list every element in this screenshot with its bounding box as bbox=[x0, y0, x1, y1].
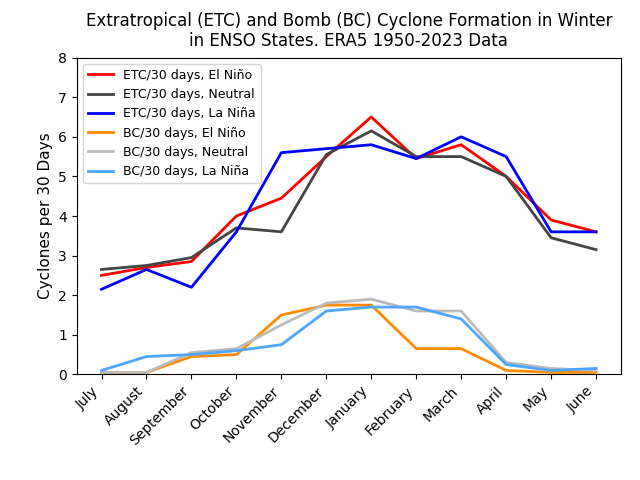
BC/30 days, El Niño bbox=[98, 370, 106, 375]
ETC/30 days, Neutral bbox=[188, 255, 195, 261]
ETC/30 days, Neutral bbox=[323, 152, 330, 157]
Line: BC/30 days, El Niño: BC/30 days, El Niño bbox=[102, 305, 596, 372]
ETC/30 days, Neutral bbox=[278, 229, 285, 235]
ETC/30 days, Neutral bbox=[367, 128, 375, 134]
ETC/30 days, Neutral bbox=[592, 247, 600, 252]
Line: BC/30 days, Neutral: BC/30 days, Neutral bbox=[102, 299, 596, 372]
BC/30 days, Neutral bbox=[458, 308, 465, 314]
ETC/30 days, La Niña bbox=[458, 134, 465, 140]
ETC/30 days, El Niño bbox=[278, 195, 285, 201]
ETC/30 days, La Niña bbox=[412, 156, 420, 161]
BC/30 days, La Niña bbox=[323, 308, 330, 314]
ETC/30 days, Neutral bbox=[143, 263, 150, 268]
ETC/30 days, El Niño bbox=[412, 156, 420, 161]
ETC/30 days, Neutral bbox=[412, 154, 420, 159]
BC/30 days, El Niño bbox=[458, 346, 465, 351]
ETC/30 days, El Niño bbox=[367, 114, 375, 120]
BC/30 days, La Niña bbox=[502, 361, 510, 367]
ETC/30 days, El Niño bbox=[188, 259, 195, 264]
ETC/30 days, La Niña bbox=[592, 229, 600, 235]
BC/30 days, El Niño bbox=[412, 346, 420, 351]
ETC/30 days, La Niña bbox=[188, 284, 195, 290]
BC/30 days, Neutral bbox=[502, 360, 510, 365]
ETC/30 days, Neutral bbox=[547, 235, 555, 240]
BC/30 days, La Niña bbox=[188, 352, 195, 358]
ETC/30 days, El Niño bbox=[323, 154, 330, 159]
BC/30 days, La Niña bbox=[367, 304, 375, 310]
Y-axis label: Cyclones per 30 Days: Cyclones per 30 Days bbox=[38, 132, 52, 300]
BC/30 days, Neutral bbox=[367, 296, 375, 302]
BC/30 days, La Niña bbox=[547, 368, 555, 373]
ETC/30 days, El Niño bbox=[143, 264, 150, 270]
BC/30 days, Neutral bbox=[547, 366, 555, 372]
BC/30 days, El Niño bbox=[592, 370, 600, 375]
ETC/30 days, Neutral bbox=[502, 174, 510, 180]
ETC/30 days, La Niña bbox=[278, 150, 285, 156]
ETC/30 days, La Niña bbox=[547, 229, 555, 235]
BC/30 days, La Niña bbox=[592, 366, 600, 372]
BC/30 days, La Niña bbox=[232, 348, 240, 353]
BC/30 days, La Niña bbox=[143, 354, 150, 360]
Line: ETC/30 days, El Niño: ETC/30 days, El Niño bbox=[102, 117, 596, 276]
BC/30 days, Neutral bbox=[278, 322, 285, 328]
BC/30 days, El Niño bbox=[367, 302, 375, 308]
BC/30 days, El Niño bbox=[278, 312, 285, 318]
ETC/30 days, El Niño bbox=[547, 217, 555, 223]
ETC/30 days, Neutral bbox=[232, 225, 240, 231]
BC/30 days, El Niño bbox=[323, 302, 330, 308]
BC/30 days, El Niño bbox=[188, 354, 195, 360]
Legend: ETC/30 days, El Niño, ETC/30 days, Neutral, ETC/30 days, La Niña, BC/30 days, El: ETC/30 days, El Niño, ETC/30 days, Neutr… bbox=[83, 64, 260, 183]
BC/30 days, El Niño bbox=[502, 368, 510, 373]
ETC/30 days, La Niña bbox=[367, 142, 375, 148]
BC/30 days, Neutral bbox=[232, 346, 240, 351]
BC/30 days, El Niño bbox=[143, 370, 150, 375]
ETC/30 days, Neutral bbox=[458, 154, 465, 159]
ETC/30 days, Neutral bbox=[98, 266, 106, 272]
BC/30 days, El Niño bbox=[232, 352, 240, 358]
BC/30 days, Neutral bbox=[143, 370, 150, 375]
ETC/30 days, El Niño bbox=[502, 174, 510, 180]
BC/30 days, El Niño bbox=[547, 370, 555, 375]
BC/30 days, La Niña bbox=[98, 368, 106, 373]
Line: ETC/30 days, Neutral: ETC/30 days, Neutral bbox=[102, 131, 596, 269]
ETC/30 days, El Niño bbox=[232, 213, 240, 219]
ETC/30 days, El Niño bbox=[98, 273, 106, 278]
BC/30 days, Neutral bbox=[592, 368, 600, 373]
BC/30 days, La Niña bbox=[278, 342, 285, 348]
Title: Extratropical (ETC) and Bomb (BC) Cyclone Formation in Winter
in ENSO States. ER: Extratropical (ETC) and Bomb (BC) Cyclon… bbox=[86, 12, 612, 50]
ETC/30 days, La Niña bbox=[143, 266, 150, 272]
ETC/30 days, La Niña bbox=[98, 287, 106, 292]
ETC/30 days, La Niña bbox=[323, 146, 330, 152]
Line: ETC/30 days, La Niña: ETC/30 days, La Niña bbox=[102, 137, 596, 289]
BC/30 days, Neutral bbox=[412, 308, 420, 314]
ETC/30 days, El Niño bbox=[592, 229, 600, 235]
ETC/30 days, El Niño bbox=[458, 142, 465, 148]
ETC/30 days, La Niña bbox=[502, 154, 510, 159]
BC/30 days, Neutral bbox=[323, 300, 330, 306]
ETC/30 days, La Niña bbox=[232, 229, 240, 235]
BC/30 days, La Niña bbox=[412, 304, 420, 310]
BC/30 days, Neutral bbox=[188, 350, 195, 356]
Line: BC/30 days, La Niña: BC/30 days, La Niña bbox=[102, 307, 596, 371]
BC/30 days, La Niña bbox=[458, 316, 465, 322]
BC/30 days, Neutral bbox=[98, 370, 106, 375]
